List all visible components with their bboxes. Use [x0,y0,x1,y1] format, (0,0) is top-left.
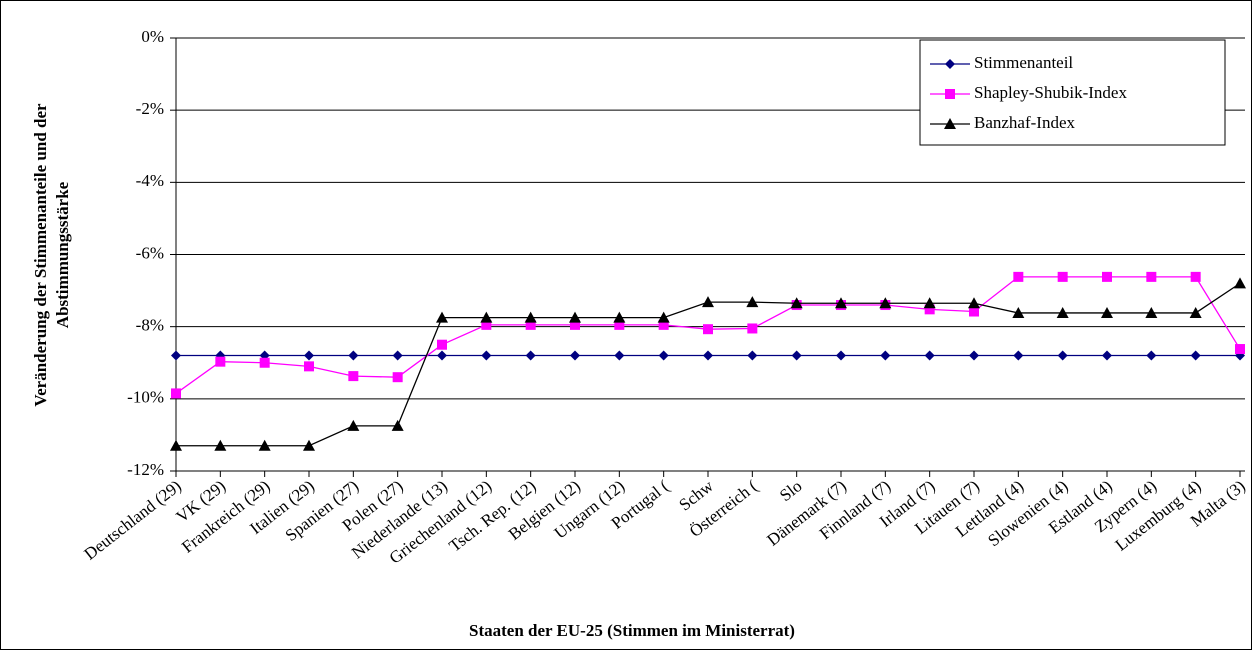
y-tick-label: -2% [136,99,164,118]
marker [570,319,580,330]
marker [969,350,979,361]
marker [347,419,360,431]
marker [170,439,182,451]
marker [258,439,271,451]
marker [304,350,314,361]
marker [658,350,669,361]
marker [1235,344,1245,355]
marker [1013,350,1024,361]
marker [836,350,846,361]
marker [569,311,581,323]
y-tick-label: -8% [136,316,164,335]
marker [613,311,626,323]
marker [1056,306,1069,318]
marker [924,304,935,315]
marker [525,350,536,361]
marker [437,339,447,350]
marker [1145,306,1158,318]
marker [1101,306,1113,318]
marker [923,297,936,309]
marker [480,311,493,323]
y-axis-title: Veränderung der Stimmenanteile und der A… [31,103,72,407]
marker [481,319,492,330]
marker [524,311,537,323]
marker [702,296,714,308]
marker [215,356,226,367]
marker [1234,277,1246,289]
marker [1057,350,1068,361]
y-axis-title-line: Abstimmungsstärke [53,181,72,328]
marker [791,350,802,361]
marker [614,350,625,361]
marker [348,371,359,382]
legend-label: Shapley-Shubik-Index [974,83,1127,102]
legend-marker [945,89,955,99]
y-tick-label: -4% [136,171,164,190]
marker [747,323,758,334]
marker [1190,271,1201,282]
marker [214,439,227,451]
legend-box [919,39,1226,146]
marker [703,324,713,335]
marker [391,419,404,431]
marker [747,350,758,361]
y-tick-label: 0% [141,27,164,46]
marker [968,297,980,309]
y-tick-label: -6% [136,243,164,262]
legend-marker [945,59,955,69]
marker [924,350,935,361]
marker [171,350,181,361]
y-tick-label: -12% [127,460,164,479]
marker [746,296,759,308]
marker [703,350,713,361]
legend-marker [944,118,956,129]
marker [614,319,625,330]
x-axis-title: Staaten der EU-25 (Stimmen im Ministerra… [469,621,795,640]
legend-label: Stimmenanteil [974,53,1073,72]
marker [1057,271,1068,282]
marker [1102,271,1112,282]
marker [835,297,847,309]
marker [1190,350,1201,361]
legend-label: Banzhaf-Index [974,113,1076,132]
marker [570,350,580,361]
marker [348,350,359,361]
marker [525,319,536,330]
marker [481,350,492,361]
marker [1146,271,1157,282]
marker [392,350,403,361]
marker [304,361,314,372]
y-tick-label: -10% [127,388,164,407]
marker [657,311,670,323]
marker [658,319,669,330]
marker [171,388,181,399]
marker [1102,350,1112,361]
marker [880,350,891,361]
marker [1146,350,1157,361]
marker [437,350,447,361]
marker [790,297,803,309]
y-axis-title-line: Veränderung der Stimmenanteile und der [31,103,50,407]
marker [1013,271,1024,282]
marker [303,439,315,451]
marker [392,372,403,383]
marker [1012,306,1025,318]
marker [259,357,270,368]
marker [969,306,979,317]
marker [879,297,892,309]
marker [1189,306,1202,318]
marker [436,311,448,323]
